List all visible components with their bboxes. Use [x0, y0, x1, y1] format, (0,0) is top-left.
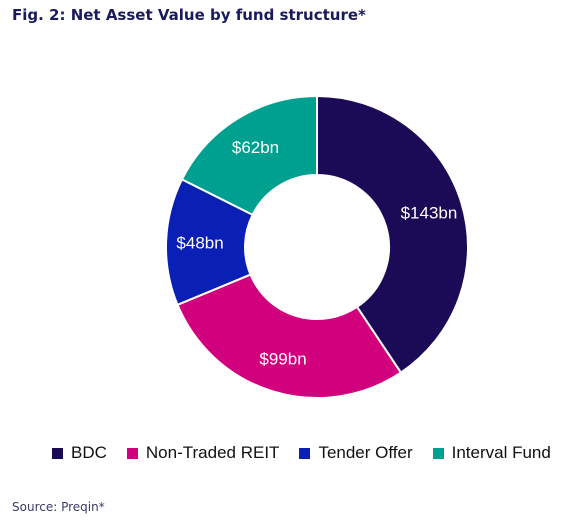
legend-label: Interval Fund	[451, 443, 551, 462]
slice-bdc	[316, 94, 469, 374]
source-note: Source: Preqin*	[12, 500, 105, 514]
legend-item-interval-fund: Interval Fund	[432, 443, 551, 463]
data-label-bdc: $143bn	[401, 204, 458, 223]
slice-non-traded-reit	[176, 273, 403, 399]
legend-label: BDC	[71, 443, 107, 462]
donut-slices	[165, 94, 469, 399]
data-label-non-traded-reit: $99bn	[259, 349, 306, 368]
legend-item-non-traded-reit: Non-Traded REIT	[126, 443, 280, 463]
legend-item-tender-offer: Tender Offer	[299, 443, 413, 463]
legend-label: Tender Offer	[318, 443, 413, 462]
legend-swatch	[52, 447, 63, 459]
legend-item-bdc: BDC	[52, 443, 107, 463]
slice-interval-fund	[180, 94, 318, 217]
legend-swatch	[299, 447, 311, 459]
data-label-tender-offer: $48bn	[176, 233, 223, 252]
legend-swatch	[432, 447, 444, 459]
legend-swatch	[126, 447, 138, 459]
chart-legend: BDC Non-Traded REIT Tender Offer Interval F…	[52, 443, 551, 463]
slice-labels: $143bn $99bn $48bn $62bn	[176, 138, 457, 369]
data-label-interval-fund: $62bn	[232, 138, 279, 157]
chart-title: Fig. 2: Net Asset Value by fund structur…	[12, 6, 366, 24]
legend-label: Non-Traded REIT	[145, 443, 280, 462]
